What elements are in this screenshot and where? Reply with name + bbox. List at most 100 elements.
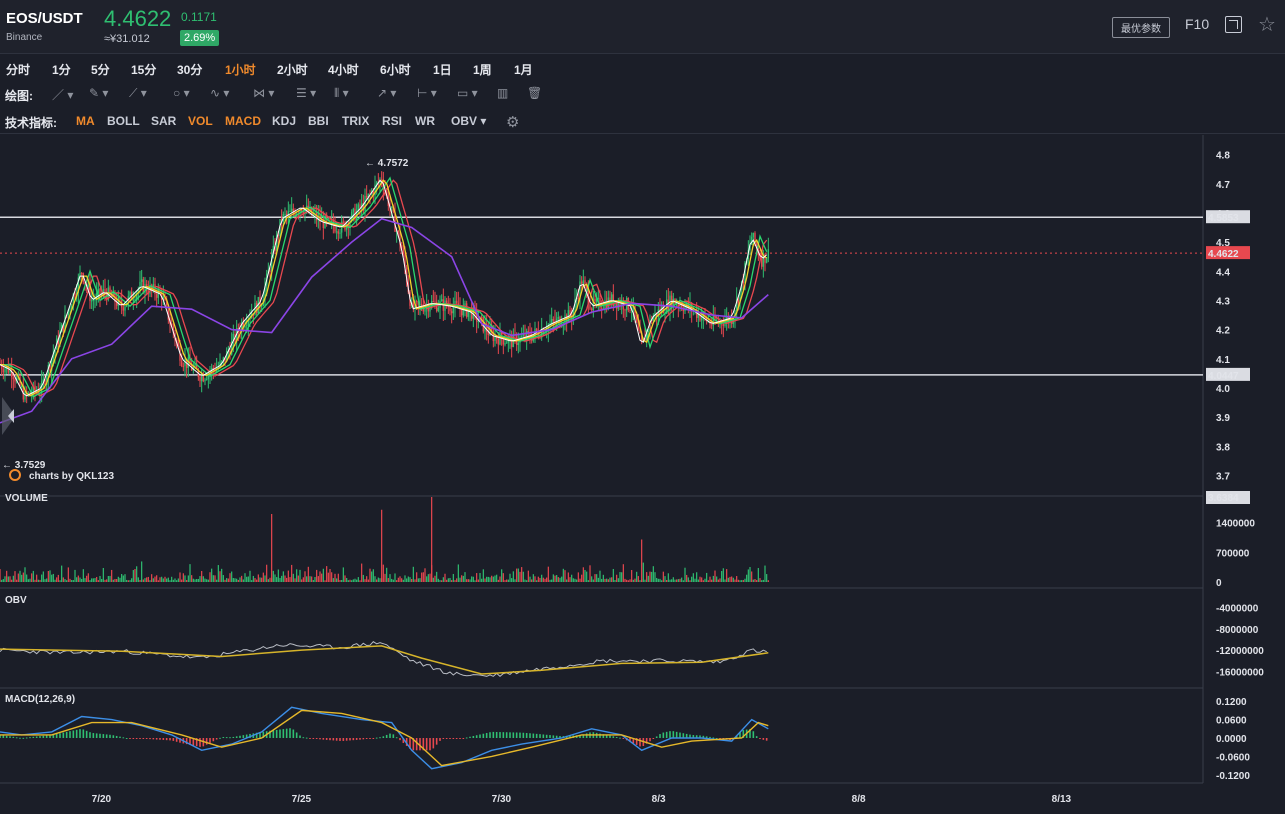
volume-bar: [609, 577, 611, 582]
line-tool-icon[interactable]: ／ ▾: [52, 88, 74, 102]
volume-bar: [579, 578, 581, 582]
pattern-tool-icon[interactable]: ⋈ ▾: [253, 86, 275, 100]
candle: [390, 206, 393, 208]
indicator-wr[interactable]: WR: [415, 114, 435, 128]
candle: [290, 208, 293, 212]
candle: [535, 328, 538, 332]
timeframe-7[interactable]: 4小时: [328, 63, 359, 77]
timeframe-2[interactable]: 5分: [91, 63, 110, 77]
volume-bar: [326, 566, 328, 582]
candle: [517, 342, 520, 345]
indicator-obv[interactable]: OBV ▾: [451, 114, 487, 128]
circle-tool-icon[interactable]: ○ ▾: [173, 86, 190, 100]
macd-histogram-bar: [312, 738, 315, 739]
volume-bar: [572, 578, 574, 582]
indicator-bbi[interactable]: BBI: [308, 114, 329, 128]
scroll-left-icon[interactable]: [2, 397, 12, 435]
indicator-macd[interactable]: MACD: [225, 114, 261, 128]
volume-bar: [707, 580, 709, 582]
timeframe-6[interactable]: 2小时: [277, 63, 308, 77]
volume-bar: [732, 577, 734, 582]
macd-histogram-bar: [472, 735, 475, 738]
volume-bar: [247, 576, 249, 582]
macd-tick-label: 0.0600: [1216, 716, 1247, 727]
trash-icon[interactable]: 🗑: [527, 86, 543, 100]
volume-bar: [509, 573, 511, 582]
timeframe-3[interactable]: 15分: [131, 63, 157, 77]
volume-bar: [759, 578, 761, 582]
indicator-rsi[interactable]: RSI: [382, 114, 403, 128]
macd-histogram-bar: [385, 734, 388, 738]
arrow-tool-icon[interactable]: ↗ ▾: [377, 86, 397, 100]
indicator-boll[interactable]: BOLL: [107, 114, 140, 128]
candle: [312, 213, 315, 215]
bar-stats-icon[interactable]: ▥: [497, 86, 509, 100]
candle: [767, 249, 770, 259]
wave-tool-icon[interactable]: ∿ ▾: [210, 86, 230, 100]
macd-histogram-bar: [602, 734, 605, 738]
candle: [725, 316, 728, 321]
indicator-trix[interactable]: TRIX: [342, 114, 370, 128]
macd-histogram-bar: [692, 735, 695, 738]
range-tool-icon[interactable]: ⊢ ▾: [417, 86, 437, 100]
volume-bar: [499, 576, 501, 582]
timeframe-4[interactable]: 30分: [177, 63, 203, 77]
fib-tool-icon[interactable]: ☰ ▾: [296, 86, 317, 100]
volume-bar: [657, 578, 659, 582]
timeframe-10[interactable]: 1周: [473, 63, 492, 77]
timeframe-9[interactable]: 1日: [433, 63, 452, 77]
candle: [359, 204, 361, 209]
macd-histogram-bar: [555, 735, 558, 738]
macd-histogram-bar: [89, 732, 91, 738]
macd-histogram-bar: [69, 731, 71, 738]
timeframe-1[interactable]: 1分: [52, 63, 71, 77]
volume-bar: [669, 579, 671, 582]
timeframe-8[interactable]: 6小时: [380, 63, 411, 77]
volume-bar: [409, 577, 411, 582]
polyline-tool-icon[interactable]: ⟋ ▾: [129, 86, 147, 100]
macd-histogram-bar: [675, 731, 678, 738]
candle: [460, 309, 463, 316]
candle: [470, 308, 473, 319]
volume-bar: [169, 580, 171, 582]
volume-bar: [27, 579, 29, 582]
volume-bar: [327, 572, 329, 582]
macd-histogram-bar: [299, 735, 301, 738]
fullscreen-icon[interactable]: [1225, 16, 1242, 33]
candle: [570, 316, 573, 320]
volume-bar: [186, 580, 188, 582]
macd-histogram-bar: [392, 734, 395, 738]
volume-bar: [686, 574, 688, 582]
chart-area[interactable]: 4.84.74.64.54.44.34.24.14.03.93.83.74.58…: [0, 135, 1285, 814]
indicator-ma[interactable]: MA: [76, 114, 95, 128]
last-price: 4.4622: [104, 6, 172, 31]
timeframe-0[interactable]: 分时: [6, 63, 31, 77]
volume-bar: [77, 575, 79, 582]
candle: [230, 341, 233, 355]
indicator-kdj[interactable]: KDJ: [272, 114, 297, 128]
channel-tool-icon[interactable]: ⦀ ▾: [334, 86, 349, 100]
macd-histogram-bar: [199, 738, 201, 747]
pen-tool-icon[interactable]: ✎ ▾: [89, 86, 109, 100]
text-tool-icon[interactable]: ▭ ▾: [457, 86, 478, 100]
chevron-left-icon[interactable]: [8, 409, 14, 423]
volume-bar: [591, 576, 593, 582]
macd-histogram-bar: [535, 733, 538, 738]
f10-button[interactable]: F10: [1185, 16, 1210, 32]
macd-histogram-bar: [529, 733, 531, 738]
timeframe-5[interactable]: 1小时: [225, 63, 256, 77]
timeframe-11[interactable]: 1月: [514, 63, 533, 77]
macd-histogram-bar: [225, 737, 228, 739]
optimal-params-button[interactable]: 最优参数: [1112, 17, 1170, 38]
volume-bar: [67, 567, 69, 582]
volume-bar: [321, 573, 323, 582]
macd-histogram-bar: [172, 738, 175, 741]
volume-bar: [677, 579, 679, 582]
indicator-vol[interactable]: VOL: [188, 114, 213, 128]
candle: [655, 312, 658, 318]
volume-bar: [324, 580, 326, 582]
gear-icon[interactable]: ⚙: [506, 114, 520, 131]
star-icon[interactable]: ☆: [1258, 14, 1276, 36]
indicator-sar[interactable]: SAR: [151, 114, 177, 128]
candle: [597, 297, 600, 299]
